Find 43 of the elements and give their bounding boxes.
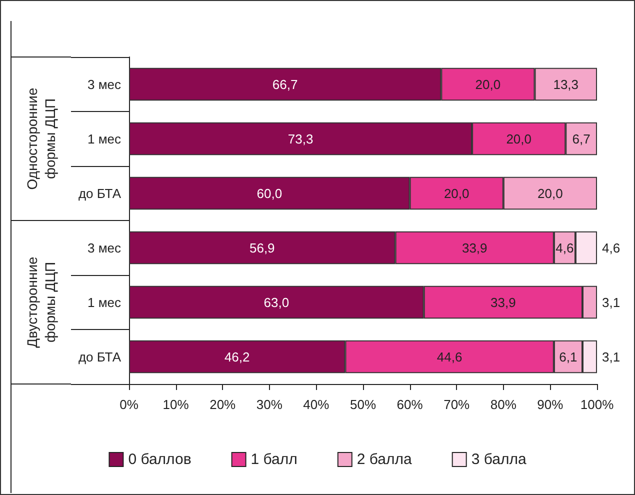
legend-label: 3 балла	[471, 451, 527, 468]
data-label: 56,9	[249, 240, 275, 256]
x-tick-label: 90%	[537, 397, 564, 412]
data-label: 13,3	[553, 76, 579, 92]
data-label: 73,3	[288, 131, 314, 146]
data-label: 20,0	[475, 76, 501, 92]
data-label: 63,0	[264, 294, 290, 310]
x-tick-label: 80%	[490, 397, 517, 412]
data-label: 6,7	[572, 131, 590, 146]
legend-label: 2 балла	[356, 451, 412, 468]
data-label: 4,6	[602, 240, 620, 256]
x-tick-label: 0%	[120, 397, 139, 412]
y-tick-label: 1 мес	[87, 131, 122, 146]
data-label: 4,6	[556, 240, 574, 256]
x-tick-label: 40%	[303, 397, 330, 412]
y-tick-label: 3 мес	[87, 240, 122, 256]
text: Двусторонние формы ДЦП	[24, 256, 58, 348]
data-label: 20,0	[444, 186, 470, 201]
x-tick-label: 30%	[256, 397, 283, 412]
data-label: 6,1	[559, 349, 578, 364]
data-label: 3,1	[602, 294, 620, 310]
data-label: 20,0	[506, 131, 532, 146]
data-label: 20,0	[538, 186, 563, 201]
y-tick-label: до БТА	[78, 186, 122, 201]
x-tick-label: 100%	[580, 397, 614, 412]
y-tick-label: 3 мес	[87, 76, 122, 92]
data-label: 33,9	[490, 294, 516, 310]
x-tick-label: 70%	[444, 397, 470, 412]
x-tick-label: 50%	[350, 397, 376, 412]
data-label: 46,2	[224, 349, 250, 364]
x-tick-label: 10%	[162, 397, 190, 412]
legend-label: 0 баллов	[128, 451, 192, 468]
data-label: 66,7	[272, 76, 298, 92]
y-tick-label: 1 мес	[87, 294, 122, 310]
text: Односторонние формы ДЦП	[24, 88, 58, 190]
data-label: 33,9	[462, 240, 488, 256]
x-tick-label: 60%	[396, 397, 424, 412]
y-tick-label: до БТА	[78, 349, 122, 364]
data-label: 3,1	[602, 349, 620, 364]
data-label: 60,0	[256, 186, 282, 201]
data-label: 44,6	[436, 349, 462, 364]
legend-label: 1 балл	[250, 451, 298, 468]
x-tick-label: 20%	[210, 397, 236, 412]
